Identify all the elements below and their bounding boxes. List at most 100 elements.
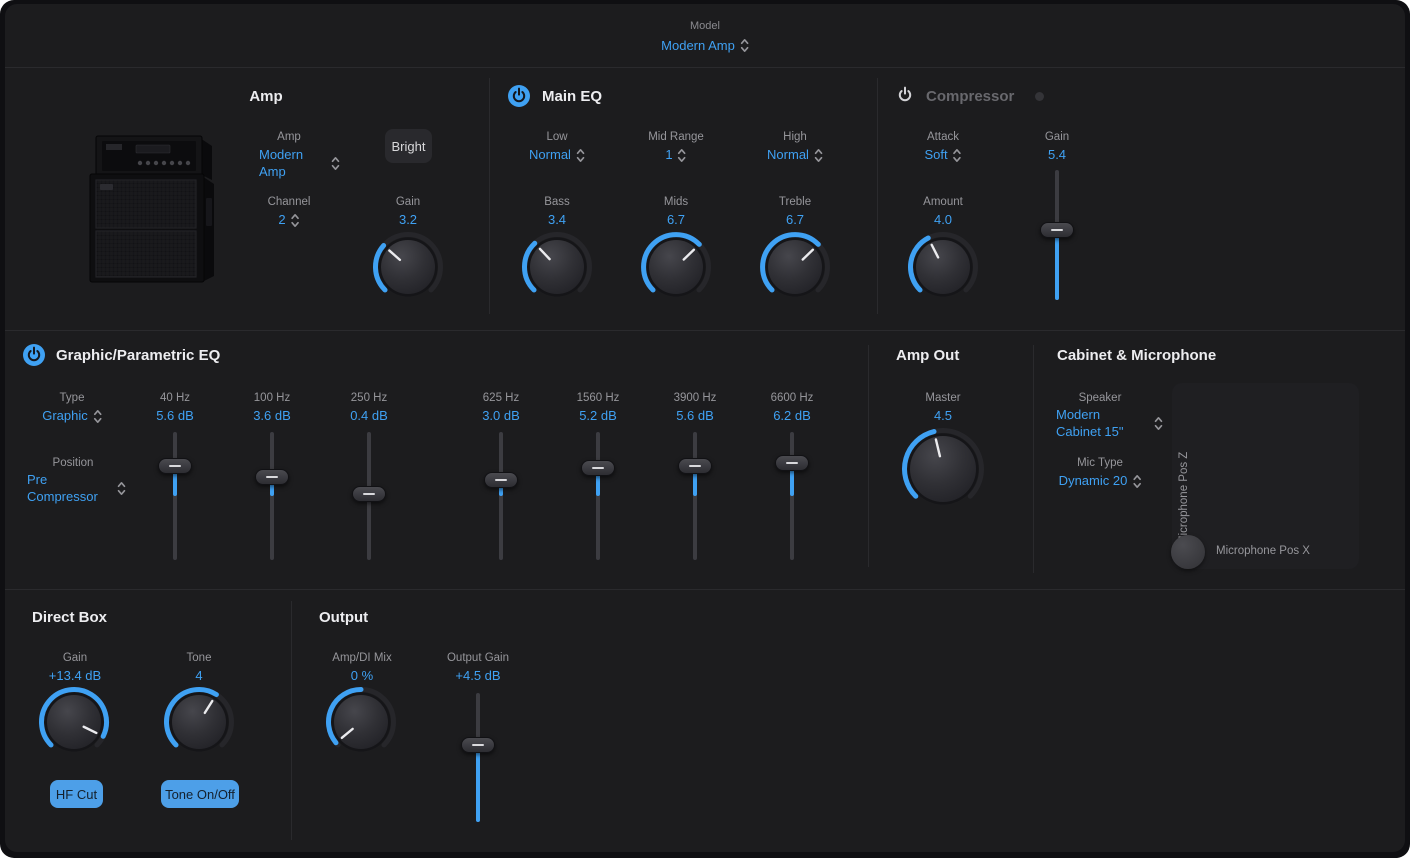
high-param: High Normal [767, 130, 823, 163]
band-40hz-slider[interactable] [157, 432, 193, 560]
compressor-title: Compressor [926, 88, 1015, 105]
model-label: Model [690, 20, 720, 32]
graphic-eq-title: Graphic/Parametric EQ [56, 347, 221, 364]
chevron-updown-icon [678, 148, 687, 163]
band-250hz-slider[interactable] [351, 432, 387, 560]
mic-position-puck[interactable] [1171, 535, 1205, 569]
high-value: Normal [767, 147, 809, 162]
divider [5, 330, 1405, 331]
speaker-label-block: Speaker [1079, 391, 1122, 405]
mid-range-label: Mid Range [648, 131, 704, 143]
master-label: Master [925, 392, 961, 404]
chevron-updown-icon [291, 213, 300, 228]
band-6600hz-slider[interactable] [774, 432, 810, 560]
divider [5, 67, 1405, 68]
treble-knob[interactable] [759, 231, 831, 303]
amount-value: 4.0 [933, 212, 953, 227]
direct-box-title: Direct Box [32, 609, 108, 626]
low-value: Normal [529, 147, 571, 162]
chevron-updown-icon [1154, 416, 1163, 431]
band-1560hz-slider[interactable] [580, 432, 616, 560]
master-param: Master 4.5 [925, 391, 960, 424]
chevron-updown-icon [740, 38, 749, 53]
amp-gain-label: Gain [395, 196, 421, 208]
mids-knob[interactable] [640, 231, 712, 303]
output-gain-value: +4.5 dB [455, 668, 501, 683]
band-250hz-label: 250 Hz [350, 392, 388, 404]
divider [489, 78, 490, 314]
band-625hz-slider[interactable] [483, 432, 519, 560]
amp-gain-knob[interactable] [372, 231, 444, 303]
mic-type-label: Mic Type [1077, 457, 1123, 469]
amount-knob[interactable] [907, 231, 979, 303]
divider [1033, 345, 1034, 573]
band-100hz-slider[interactable] [254, 432, 290, 560]
comp-gain-param: Gain 5.4 [1045, 130, 1069, 163]
channel-select[interactable]: 2 [268, 212, 311, 228]
amp-cabinet-image [89, 135, 214, 283]
comp-gain-value: 5.4 [1047, 147, 1067, 162]
tone-on-off-button[interactable]: Tone On/Off [161, 780, 239, 808]
attack-value: Soft [924, 147, 948, 162]
treble-label: Treble [778, 196, 812, 208]
divider [291, 601, 292, 840]
treble-value: 6.7 [785, 212, 805, 227]
attack-select[interactable]: Soft [924, 147, 961, 163]
chevron-updown-icon [117, 481, 126, 496]
bright-button[interactable]: Bright [385, 129, 432, 163]
comp-gain-label: Gain [1044, 131, 1070, 143]
master-knob[interactable] [901, 427, 985, 511]
chevron-updown-icon [1132, 474, 1141, 489]
eq-position-select[interactable]: Pre Compressor [27, 471, 126, 505]
tone-knob[interactable] [163, 686, 235, 758]
amp-gain-value: 3.2 [398, 212, 418, 227]
amp-type-select[interactable]: Modern Amp [259, 146, 340, 180]
bass-param: Bass 3.4 [544, 195, 570, 228]
mic-position-pad[interactable]: Microphone Pos Z Microphone Pos X [1172, 383, 1359, 569]
channel-value: 2 [278, 212, 286, 227]
eq-type-select[interactable]: Graphic [42, 408, 102, 424]
band-625hz-value: 3.0 dB [482, 408, 520, 423]
hf-cut-button[interactable]: HF Cut [50, 780, 103, 808]
compressor-power-button[interactable] [894, 84, 916, 106]
mic-type-param: Mic Type Dynamic 20 [1059, 456, 1142, 489]
graphic-eq-power-button[interactable] [23, 344, 45, 366]
mids-value: 6.7 [666, 212, 686, 227]
high-label: High [783, 131, 807, 143]
plugin-panel [5, 4, 1405, 852]
band-3900hz-slider[interactable] [677, 432, 713, 560]
channel-param: Channel 2 [268, 195, 311, 228]
cabinet-title: Cabinet & Microphone [1057, 347, 1217, 364]
mids-param: Mids 6.7 [664, 195, 688, 228]
low-select[interactable]: Normal [529, 147, 585, 163]
band-40hz-label: 40 Hz [159, 392, 191, 404]
mids-label: Mids [663, 196, 689, 208]
band-100hz-value: 3.6 dB [253, 408, 291, 423]
eq-position-label-block: Position [53, 456, 94, 470]
chevron-updown-icon [93, 409, 102, 424]
mid-range-select[interactable]: 1 [648, 147, 704, 163]
mic-type-select[interactable]: Dynamic 20 [1059, 473, 1142, 489]
comp-gain-slider[interactable] [1039, 170, 1075, 300]
bass-knob[interactable] [521, 231, 593, 303]
divider [868, 345, 869, 567]
band-40hz-param: 40 Hz 5.6 dB [156, 391, 194, 424]
model-select[interactable]: Modern Amp [661, 38, 749, 53]
eq-type-label: Type [59, 392, 85, 404]
mix-knob[interactable] [325, 686, 397, 758]
amount-param: Amount 4.0 [923, 195, 963, 228]
amount-label: Amount [923, 196, 963, 208]
high-select[interactable]: Normal [767, 147, 823, 163]
treble-param: Treble 6.7 [779, 195, 811, 228]
speaker-select[interactable]: Modern Cabinet 15" [1056, 406, 1163, 440]
di-gain-knob[interactable] [38, 686, 110, 758]
output-title: Output [319, 609, 369, 626]
output-gain-slider[interactable] [460, 693, 496, 822]
band-3900hz-value: 5.6 dB [676, 408, 714, 423]
chevron-updown-icon [576, 148, 585, 163]
eq-type-value: Graphic [42, 408, 88, 423]
mic-type-value: Dynamic 20 [1058, 473, 1128, 488]
low-param: Low Normal [529, 130, 585, 163]
main-eq-power-button[interactable] [508, 85, 530, 107]
